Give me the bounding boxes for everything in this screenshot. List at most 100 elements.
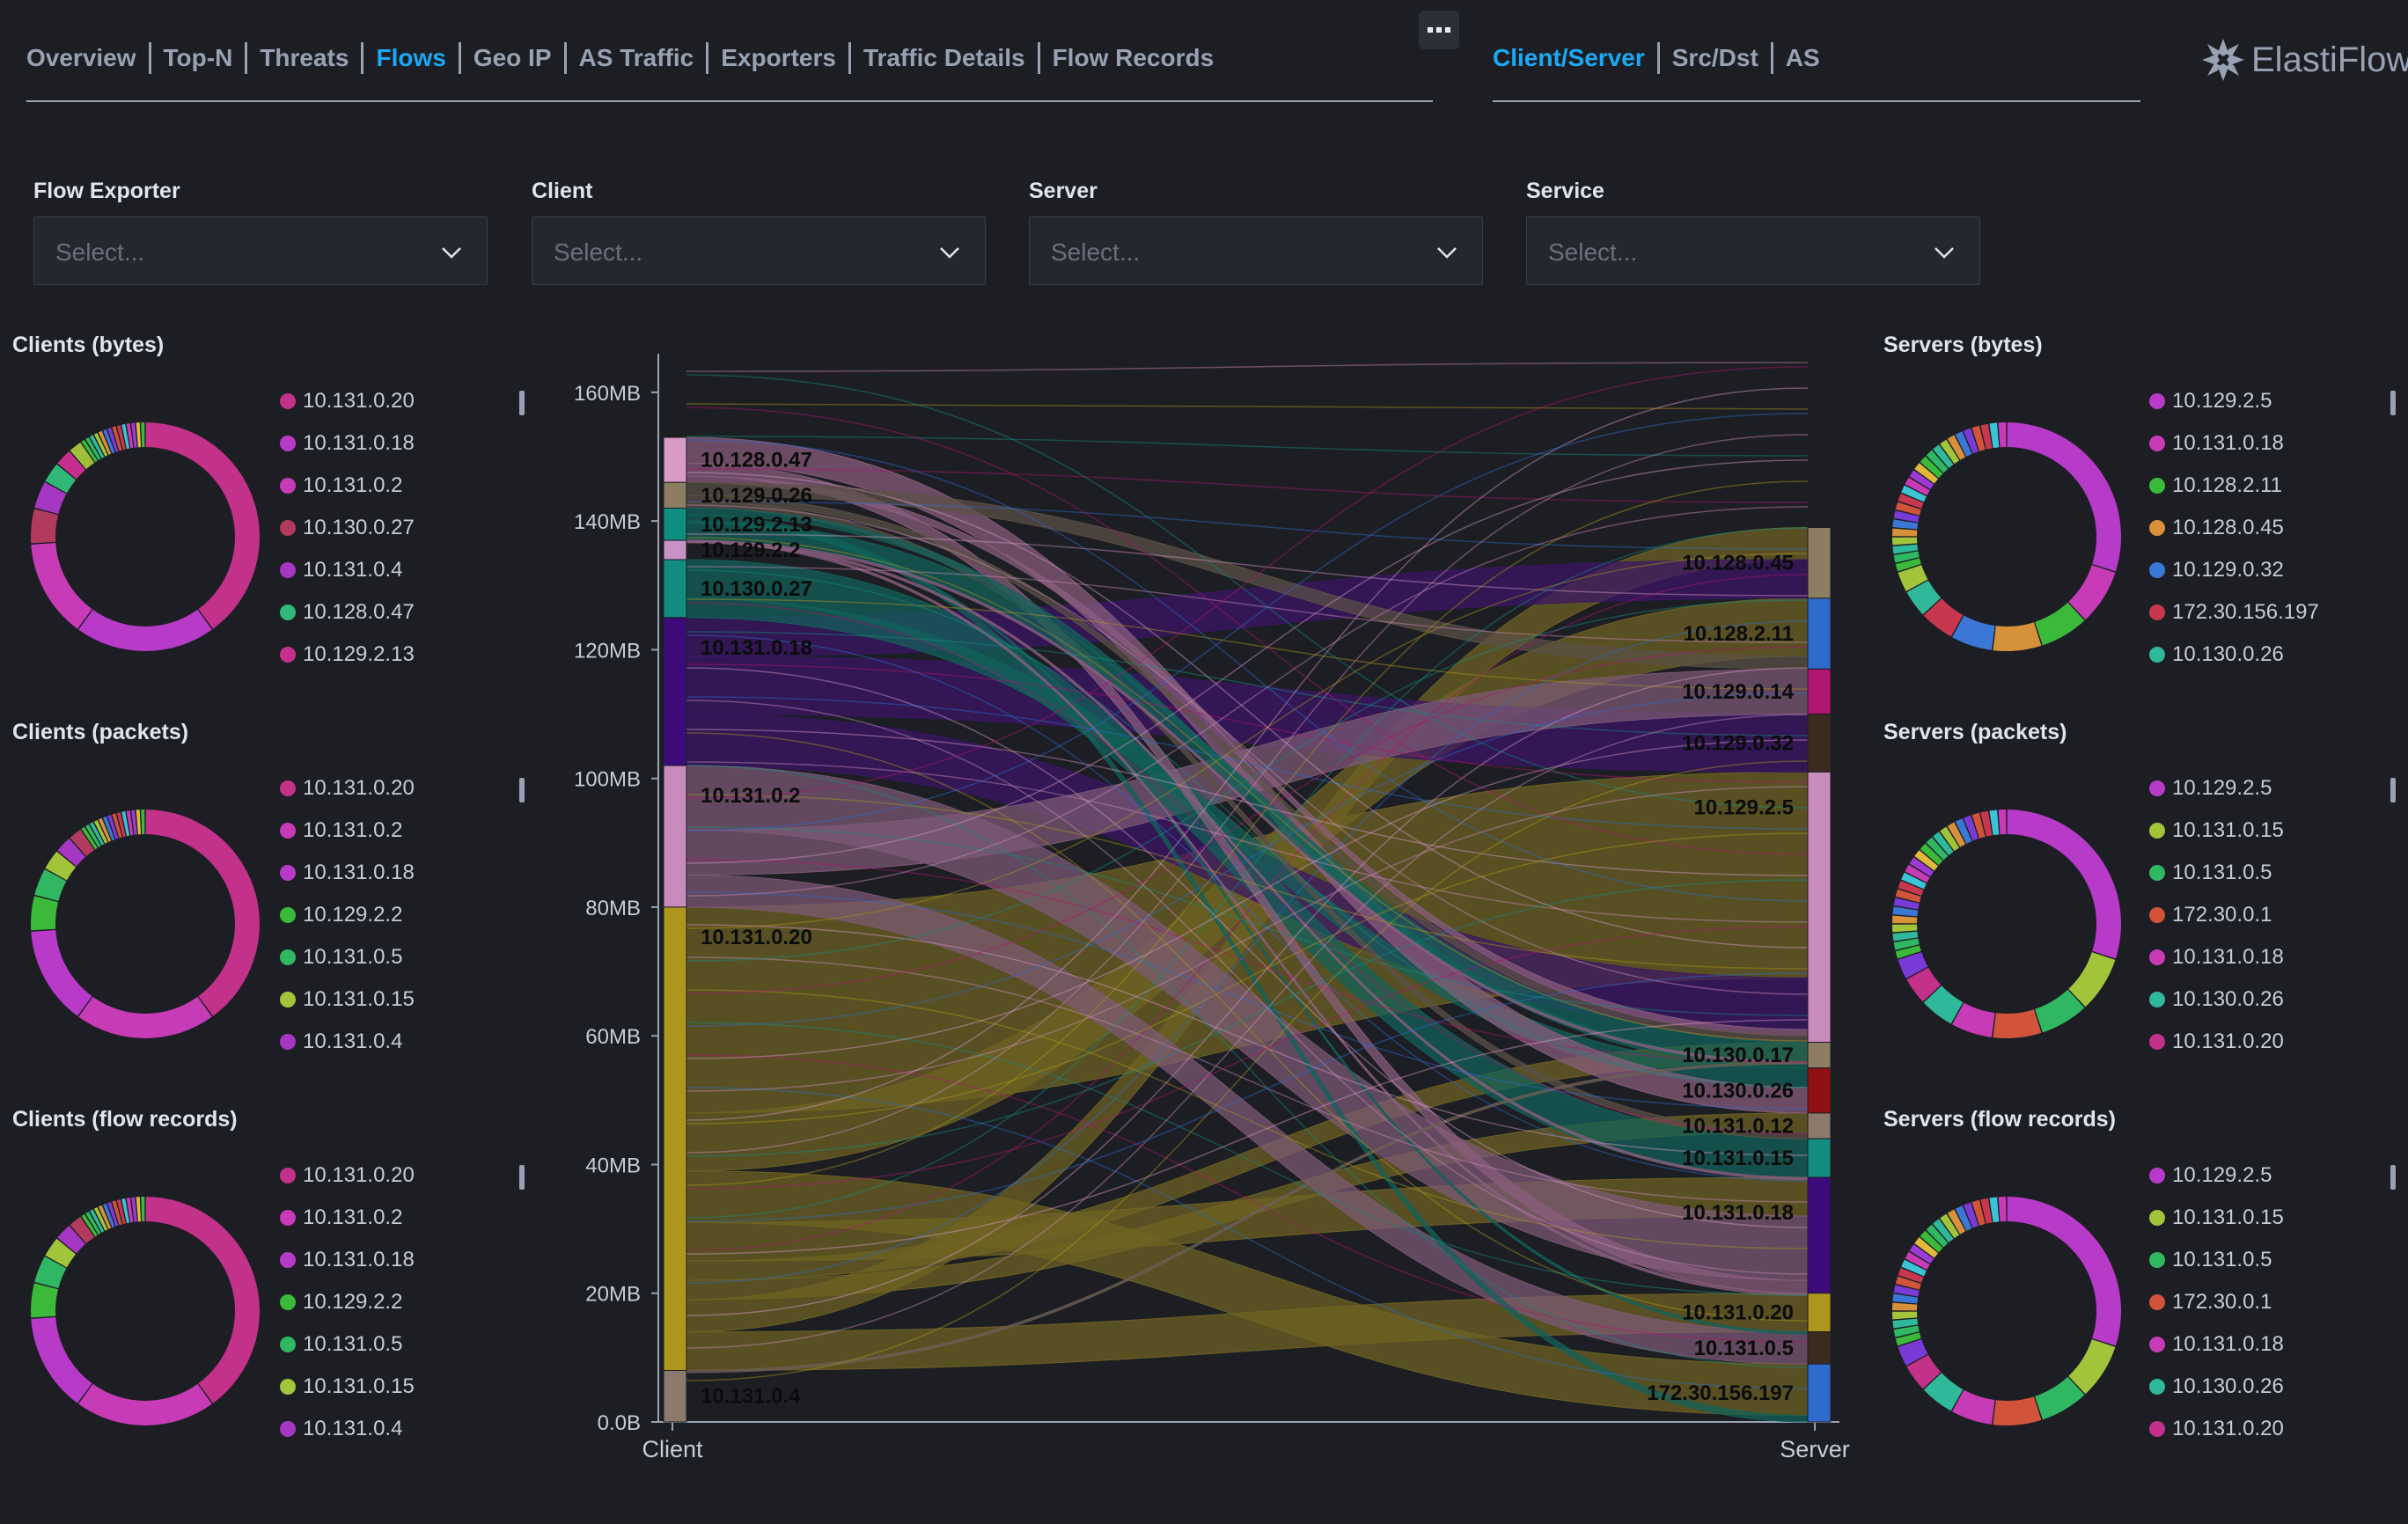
- donut-slice[interactable]: [57, 451, 86, 480]
- donut-slice[interactable]: [1980, 423, 1993, 450]
- donut-slice[interactable]: [31, 896, 59, 931]
- client-node[interactable]: [663, 765, 687, 908]
- legend-item[interactable]: 10.129.2.5: [2149, 380, 2396, 422]
- legend-item[interactable]: 10.129.2.5: [2149, 1154, 2396, 1197]
- sankey-link[interactable]: [686, 501, 1809, 550]
- legend-item[interactable]: 10.131.0.20: [280, 1154, 526, 1197]
- sankey-link[interactable]: [686, 696, 1809, 830]
- donut-slice[interactable]: [1933, 832, 1954, 856]
- donut-slice[interactable]: [2007, 810, 2121, 959]
- donut-slice[interactable]: [1898, 1267, 1924, 1283]
- donut-slice[interactable]: [1905, 477, 1930, 496]
- sankey-link[interactable]: [686, 504, 1809, 995]
- server-node[interactable]: [1807, 1112, 1832, 1139]
- donut-slice[interactable]: [1923, 1373, 1964, 1411]
- sankey-link[interactable]: [686, 439, 1809, 902]
- legend-scrollbar[interactable]: [519, 778, 525, 802]
- donut-slice[interactable]: [131, 1197, 137, 1222]
- donut-slice[interactable]: [107, 427, 119, 452]
- donut-slice[interactable]: [85, 437, 101, 460]
- legend-item[interactable]: 10.131.0.4: [280, 1021, 526, 1063]
- legend-item[interactable]: 172.30.156.197: [2149, 591, 2396, 634]
- donut-slice[interactable]: [1940, 1213, 1960, 1239]
- donut-slice[interactable]: [1926, 837, 1949, 861]
- tab-as-traffic[interactable]: AS Traffic: [578, 44, 694, 71]
- legend-scrollbar[interactable]: [519, 391, 525, 415]
- donut-slice[interactable]: [1892, 1311, 1918, 1320]
- legend-item[interactable]: 10.131.0.5: [2149, 1239, 2396, 1281]
- sankey-link[interactable]: [686, 714, 1809, 1349]
- legend-item[interactable]: 10.129.2.5: [2149, 767, 2396, 810]
- legend-item[interactable]: 10.129.0.26: [280, 676, 526, 686]
- donut-slice[interactable]: [103, 1203, 115, 1228]
- donut-slice[interactable]: [1963, 428, 1979, 454]
- donut-slice[interactable]: [112, 1200, 122, 1226]
- flow-exporter-select[interactable]: Select...: [33, 216, 488, 285]
- donut-slice[interactable]: [1989, 810, 2000, 836]
- donut-slice[interactable]: [1926, 450, 1949, 473]
- legend-item[interactable]: 10.130.0.26: [2149, 634, 2396, 676]
- donut-slice[interactable]: [1893, 1325, 1920, 1337]
- legend-scrollbar[interactable]: [2390, 778, 2396, 802]
- tab-as[interactable]: AS: [1785, 44, 1820, 71]
- donut-slice[interactable]: [78, 609, 212, 651]
- sankey-link[interactable]: [686, 739, 1809, 1059]
- donut-slice[interactable]: [90, 822, 105, 846]
- donut-slice[interactable]: [1906, 580, 1942, 615]
- legend-item[interactable]: 10.131.0.18: [280, 422, 526, 465]
- legend-item[interactable]: 10.131.0.18: [280, 852, 526, 894]
- donut-slice[interactable]: [2007, 1197, 2121, 1346]
- legend-item[interactable]: 10.131.0.18: [2149, 422, 2396, 465]
- donut-slice[interactable]: [1892, 544, 1919, 554]
- donut-slice[interactable]: [1971, 812, 1986, 839]
- sankey-link[interactable]: [686, 366, 1809, 799]
- donut-slice[interactable]: [34, 482, 67, 515]
- sankey-link[interactable]: [686, 436, 1809, 457]
- donut-slice[interactable]: [103, 429, 115, 454]
- donut-slice[interactable]: [1905, 1251, 1930, 1271]
- legend-item[interactable]: 10.131.0.20: [280, 767, 526, 810]
- sankey-link[interactable]: [686, 553, 1809, 929]
- donut-slice[interactable]: [93, 432, 108, 457]
- donut-slice[interactable]: [45, 464, 77, 494]
- donut-slice[interactable]: [31, 509, 59, 544]
- server-node[interactable]: [1807, 1138, 1832, 1178]
- sankey-link[interactable]: [686, 989, 1809, 1249]
- tab-flows[interactable]: Flows: [376, 44, 446, 71]
- donut-slice[interactable]: [1898, 952, 1928, 978]
- donut-slice[interactable]: [2035, 989, 2085, 1033]
- donut-slice[interactable]: [2068, 565, 2116, 620]
- donut-slice[interactable]: [85, 1212, 101, 1235]
- donut-slice[interactable]: [103, 816, 115, 841]
- donut-slice[interactable]: [131, 422, 137, 448]
- donut-slice[interactable]: [126, 810, 134, 836]
- donut-slice[interactable]: [1895, 889, 1921, 903]
- server-select[interactable]: Select...: [1029, 216, 1483, 285]
- tab-exporters[interactable]: Exporters: [721, 44, 836, 71]
- donut-slice[interactable]: [116, 425, 126, 451]
- legend-item[interactable]: 10.128.0.47: [280, 591, 526, 634]
- donut-slice[interactable]: [112, 813, 122, 839]
- donut-slice[interactable]: [34, 869, 67, 902]
- sankey-link[interactable]: [686, 879, 1809, 1157]
- legend-item[interactable]: 10.131.0.15: [2149, 1197, 2396, 1239]
- donut-slice[interactable]: [107, 814, 119, 839]
- donut-slice[interactable]: [116, 1199, 126, 1225]
- legend-item[interactable]: 10.131.0.20: [2149, 1021, 2396, 1063]
- legend-item[interactable]: 172.30.0.1: [2149, 894, 2396, 936]
- donut-slice[interactable]: [93, 1206, 108, 1231]
- donut-slice[interactable]: [98, 1205, 112, 1229]
- sankey-link[interactable]: [686, 956, 1809, 1203]
- legend-item[interactable]: 10.131.0.15: [280, 1366, 526, 1408]
- donut-slice[interactable]: [1909, 470, 1934, 490]
- donut-slice[interactable]: [45, 1238, 77, 1268]
- donut-slice[interactable]: [1963, 815, 1979, 841]
- donut-slice[interactable]: [1914, 1237, 1939, 1258]
- server-node[interactable]: [1807, 1042, 1832, 1069]
- legend-item[interactable]: 10.131.0.18: [280, 1239, 526, 1281]
- donut-slice[interactable]: [1955, 431, 1972, 457]
- donut-slice[interactable]: [1920, 456, 1943, 479]
- donut-slice[interactable]: [93, 819, 108, 844]
- donut-slice[interactable]: [1923, 598, 1964, 637]
- donut-slice[interactable]: [2035, 1376, 2085, 1420]
